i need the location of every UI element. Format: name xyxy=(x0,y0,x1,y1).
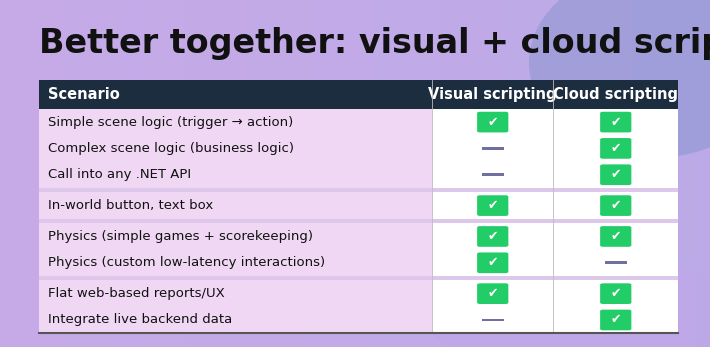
Text: ✔: ✔ xyxy=(488,116,498,129)
Bar xyxy=(482,319,503,321)
Text: Integrate live backend data: Integrate live backend data xyxy=(48,313,232,327)
Text: Scenario: Scenario xyxy=(48,87,119,102)
Text: Call into any .NET API: Call into any .NET API xyxy=(48,168,191,181)
Text: Cloud scripting: Cloud scripting xyxy=(553,87,678,102)
Text: ✔: ✔ xyxy=(611,287,621,300)
FancyBboxPatch shape xyxy=(477,226,508,247)
Text: ✔: ✔ xyxy=(488,256,498,269)
Bar xyxy=(432,162,678,188)
Text: ✔: ✔ xyxy=(611,142,621,155)
Text: ✔: ✔ xyxy=(488,287,498,300)
Bar xyxy=(39,135,432,162)
FancyBboxPatch shape xyxy=(600,112,631,133)
FancyBboxPatch shape xyxy=(477,195,508,216)
Text: Flat web-based reports/UX: Flat web-based reports/UX xyxy=(48,287,224,300)
Bar xyxy=(39,249,432,276)
FancyBboxPatch shape xyxy=(477,112,508,133)
Bar xyxy=(432,135,678,162)
Ellipse shape xyxy=(529,0,710,158)
Bar xyxy=(432,223,678,249)
FancyBboxPatch shape xyxy=(600,283,631,304)
Bar xyxy=(39,276,678,280)
FancyBboxPatch shape xyxy=(600,138,631,159)
Text: ✔: ✔ xyxy=(488,199,498,212)
Text: ✔: ✔ xyxy=(611,230,621,243)
Bar xyxy=(39,307,432,333)
FancyBboxPatch shape xyxy=(600,195,631,216)
Bar xyxy=(39,280,432,307)
FancyBboxPatch shape xyxy=(477,253,508,273)
Bar xyxy=(39,193,432,219)
FancyBboxPatch shape xyxy=(600,226,631,247)
Bar xyxy=(482,174,503,176)
Text: ✔: ✔ xyxy=(611,116,621,129)
Bar xyxy=(482,147,503,150)
Text: Better together: visual + cloud scripting ❤️: Better together: visual + cloud scriptin… xyxy=(39,27,710,60)
FancyBboxPatch shape xyxy=(477,283,508,304)
Text: In-world button, text box: In-world button, text box xyxy=(48,199,213,212)
Ellipse shape xyxy=(422,252,710,347)
Bar xyxy=(39,219,678,223)
Text: Physics (custom low-latency interactions): Physics (custom low-latency interactions… xyxy=(48,256,324,269)
Bar xyxy=(432,307,678,333)
Bar xyxy=(432,249,678,276)
Text: ✔: ✔ xyxy=(611,313,621,327)
Bar xyxy=(605,261,627,264)
Bar xyxy=(39,109,432,135)
Text: Simple scene logic (trigger → action): Simple scene logic (trigger → action) xyxy=(48,116,293,129)
Bar xyxy=(39,223,432,249)
FancyBboxPatch shape xyxy=(600,164,631,185)
Text: ✔: ✔ xyxy=(611,168,621,181)
Bar xyxy=(39,162,432,188)
Text: Visual scripting: Visual scripting xyxy=(429,87,557,102)
Text: Physics (simple games + scorekeeping): Physics (simple games + scorekeeping) xyxy=(48,230,312,243)
Bar xyxy=(432,193,678,219)
Bar xyxy=(432,109,678,135)
FancyBboxPatch shape xyxy=(600,310,631,330)
Text: ✔: ✔ xyxy=(488,230,498,243)
Text: ✔: ✔ xyxy=(611,199,621,212)
Bar xyxy=(432,280,678,307)
Text: Complex scene logic (business logic): Complex scene logic (business logic) xyxy=(48,142,293,155)
Bar xyxy=(39,188,678,193)
Bar xyxy=(39,80,678,109)
